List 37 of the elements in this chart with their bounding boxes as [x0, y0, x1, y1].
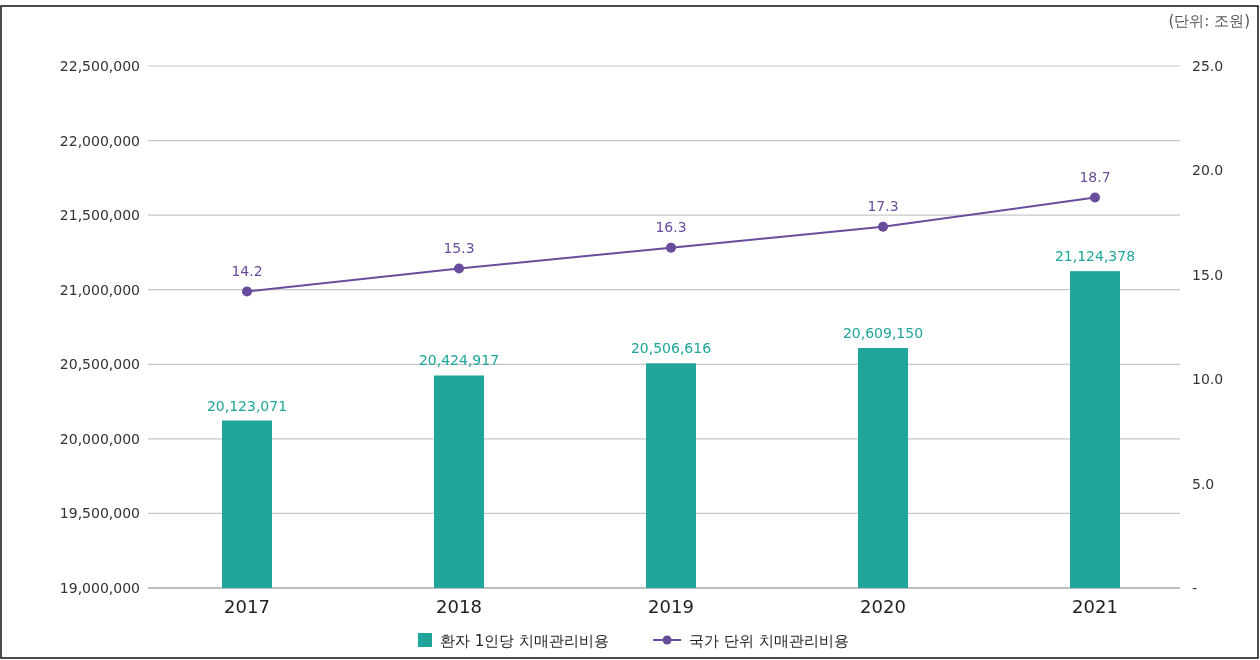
y-tick-label: 22,500,000: [59, 58, 140, 74]
y2-tick-label: 25.0: [1192, 58, 1224, 74]
data-label: 15.3: [443, 239, 475, 256]
y-tick-label: 20,000,000: [59, 430, 140, 447]
y-tick-label: 20,500,000: [59, 356, 140, 373]
y2-tick-label: -: [1192, 580, 1198, 596]
y-tick-label: 21,000,000: [59, 281, 140, 298]
data-label: 21,124,378: [1054, 248, 1136, 265]
legend-label: 국가 단위 치매관리비용: [689, 632, 849, 650]
data-label: 20,506,616: [630, 340, 712, 357]
x-tick-label: 2019: [648, 596, 694, 617]
text: (단위: 조원): [1168, 12, 1250, 30]
point: [666, 242, 676, 253]
y2-tick-label: 20.0: [1192, 162, 1224, 179]
point: [454, 263, 464, 274]
data-label: 18.7: [1079, 168, 1111, 185]
legend-label: 환자 1인당 치매관리비용: [440, 632, 610, 650]
y-tick-label: 22,000,000: [59, 132, 140, 149]
data-label: 14.2: [231, 262, 263, 279]
x-tick-label: 2021: [1072, 596, 1118, 617]
data-label: 20,123,071: [206, 397, 288, 414]
point: [878, 221, 888, 232]
data-label: 17.3: [867, 197, 899, 214]
data-label: 20,609,150: [842, 325, 924, 342]
y-tick-label: 19,500,000: [59, 505, 140, 522]
x-tick-label: 2017: [224, 596, 270, 617]
point: [1090, 192, 1100, 203]
point: [242, 286, 252, 297]
y2-tick-label: 10.0: [1192, 371, 1224, 388]
data-label: 20,424,917: [418, 352, 500, 369]
x-tick-label: 2020: [860, 596, 906, 617]
y-tick-label: 19,000,000: [59, 580, 140, 596]
data-label: 16.3: [655, 218, 687, 235]
y-tick-label: 21,500,000: [59, 207, 140, 224]
x-tick-label: 2018: [436, 596, 482, 617]
y2-tick-label: 5.0: [1192, 475, 1215, 492]
y2-tick-label: 15.0: [1192, 266, 1224, 283]
